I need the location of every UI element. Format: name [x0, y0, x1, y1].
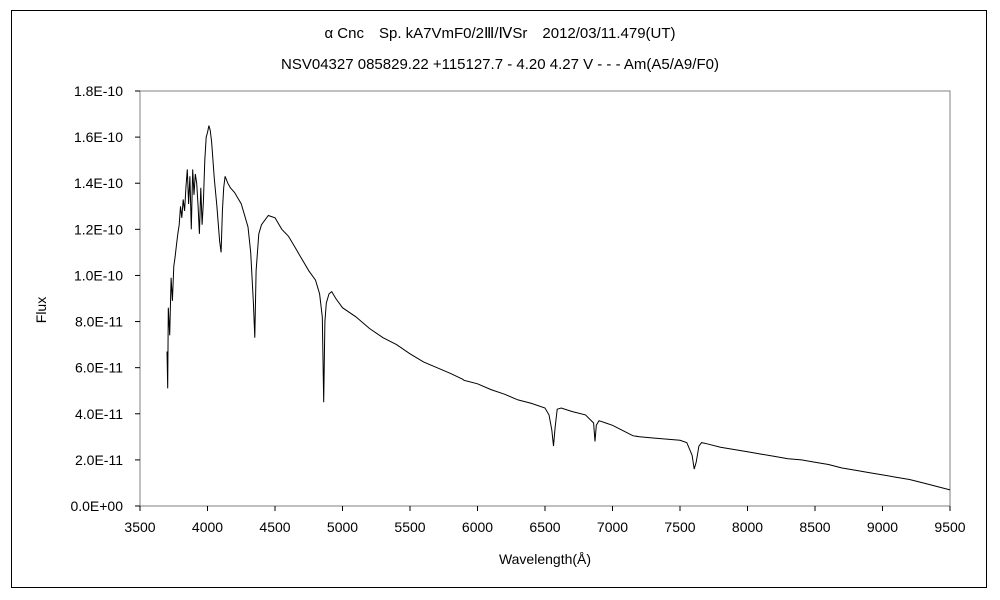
y-tick-label: 6.0E-11	[75, 360, 123, 376]
x-tick-label: 8500	[799, 519, 830, 535]
x-tick-label: 7500	[664, 519, 695, 535]
x-tick-label: 5000	[327, 519, 358, 535]
y-tick-label: 2.0E-11	[75, 452, 123, 468]
y-tick-label: 1.0E-10	[74, 267, 123, 283]
y-axis-label: Flux	[33, 297, 49, 323]
x-tick-label: 4000	[192, 519, 223, 535]
series-line	[166, 125, 951, 491]
x-tick-label: 4500	[259, 519, 290, 535]
y-tick-label: 4.0E-11	[75, 406, 123, 422]
x-axis-label: Wavelength(Å)	[499, 551, 591, 567]
plot-area	[139, 90, 951, 507]
chart-title: α Cnc Sp. kA7VmF0/2Ⅲ/ⅣSr 2012/03/11.479(…	[324, 25, 675, 42]
x-tick-label: 5500	[394, 519, 425, 535]
chart-frame	[11, 10, 987, 588]
y-tick-label: 1.2E-10	[74, 221, 123, 237]
x-tick-label: 3500	[124, 519, 155, 535]
x-tick-label: 6500	[529, 519, 560, 535]
y-tick-label: 1.4E-10	[74, 175, 123, 191]
y-tick-label: 1.6E-10	[74, 129, 123, 145]
x-tick-label: 6000	[462, 519, 493, 535]
y-ticks: 0.0E+00 2.0E-11 4.0E-11 6.0E-11 8.0E-11 1.0E-…	[70, 83, 140, 514]
y-tick-label: 0.0E+00	[70, 498, 123, 514]
y-tick-label: 1.8E-10	[74, 83, 123, 99]
x-tick-label: 9000	[867, 519, 898, 535]
x-tick-label: 9500	[934, 519, 965, 535]
chart-subtitle: NSV04327 085829.22 +115127.7 - 4.20 4.27…	[281, 56, 719, 73]
y-tick-label: 8.0E-11	[75, 314, 123, 330]
x-tick-label: 7000	[597, 519, 628, 535]
x-tick-label: 8000	[732, 519, 763, 535]
x-ticks: 3500 4000 4500 5000 5500 6000 6500 7000 7500 8000…	[124, 506, 966, 535]
